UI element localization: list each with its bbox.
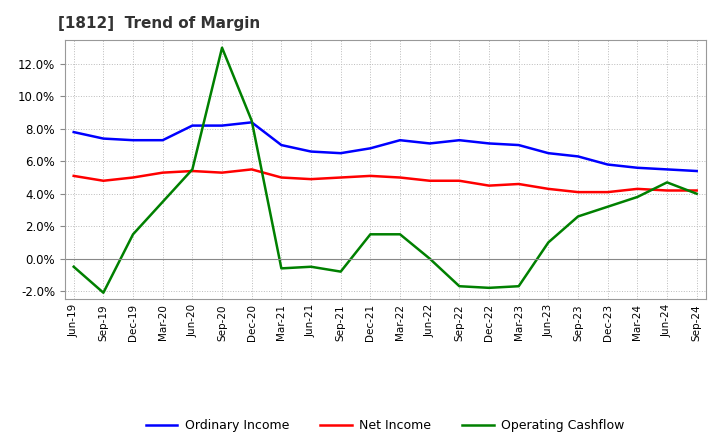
Ordinary Income (277, 143, 286, 148)
Operating Cashflow (248, 118, 256, 123)
Net Income (455, 178, 464, 183)
Net Income (336, 175, 345, 180)
Legend: Ordinary Income, Net Income, Operating Cashflow: Ordinary Income, Net Income, Operating C… (141, 414, 629, 437)
Operating Cashflow (485, 285, 493, 290)
Ordinary Income (633, 165, 642, 170)
Net Income (248, 167, 256, 172)
Operating Cashflow (396, 231, 405, 237)
Ordinary Income (307, 149, 315, 154)
Ordinary Income (426, 141, 434, 146)
Net Income (217, 170, 226, 175)
Ordinary Income (217, 123, 226, 128)
Operating Cashflow (307, 264, 315, 269)
Net Income (603, 190, 612, 195)
Net Income (158, 170, 167, 175)
Operating Cashflow (366, 231, 374, 237)
Net Income (544, 186, 553, 191)
Net Income (366, 173, 374, 179)
Net Income (662, 188, 671, 193)
Operating Cashflow (693, 191, 701, 196)
Net Income (99, 178, 108, 183)
Ordinary Income (603, 162, 612, 167)
Net Income (188, 169, 197, 174)
Line: Net Income: Net Income (73, 169, 697, 192)
Line: Operating Cashflow: Operating Cashflow (73, 48, 697, 293)
Ordinary Income (514, 143, 523, 148)
Ordinary Income (693, 169, 701, 174)
Line: Ordinary Income: Ordinary Income (73, 122, 697, 171)
Ordinary Income (69, 129, 78, 135)
Net Income (514, 181, 523, 187)
Operating Cashflow (99, 290, 108, 295)
Operating Cashflow (662, 180, 671, 185)
Ordinary Income (188, 123, 197, 128)
Ordinary Income (396, 138, 405, 143)
Ordinary Income (574, 154, 582, 159)
Operating Cashflow (158, 199, 167, 205)
Operating Cashflow (633, 194, 642, 200)
Operating Cashflow (217, 45, 226, 50)
Operating Cashflow (336, 269, 345, 274)
Operating Cashflow (544, 240, 553, 245)
Net Income (426, 178, 434, 183)
Ordinary Income (336, 150, 345, 156)
Ordinary Income (455, 138, 464, 143)
Operating Cashflow (455, 284, 464, 289)
Net Income (693, 188, 701, 193)
Operating Cashflow (426, 256, 434, 261)
Ordinary Income (662, 167, 671, 172)
Operating Cashflow (277, 266, 286, 271)
Net Income (485, 183, 493, 188)
Ordinary Income (158, 138, 167, 143)
Net Income (307, 176, 315, 182)
Ordinary Income (485, 141, 493, 146)
Net Income (633, 186, 642, 191)
Net Income (277, 175, 286, 180)
Net Income (129, 175, 138, 180)
Ordinary Income (544, 150, 553, 156)
Text: [1812]  Trend of Margin: [1812] Trend of Margin (58, 16, 261, 32)
Net Income (574, 190, 582, 195)
Operating Cashflow (603, 204, 612, 209)
Operating Cashflow (514, 284, 523, 289)
Net Income (396, 175, 405, 180)
Operating Cashflow (69, 264, 78, 269)
Ordinary Income (366, 146, 374, 151)
Operating Cashflow (129, 231, 138, 237)
Operating Cashflow (188, 167, 197, 172)
Ordinary Income (248, 120, 256, 125)
Net Income (69, 173, 78, 179)
Ordinary Income (129, 138, 138, 143)
Operating Cashflow (574, 214, 582, 219)
Ordinary Income (99, 136, 108, 141)
